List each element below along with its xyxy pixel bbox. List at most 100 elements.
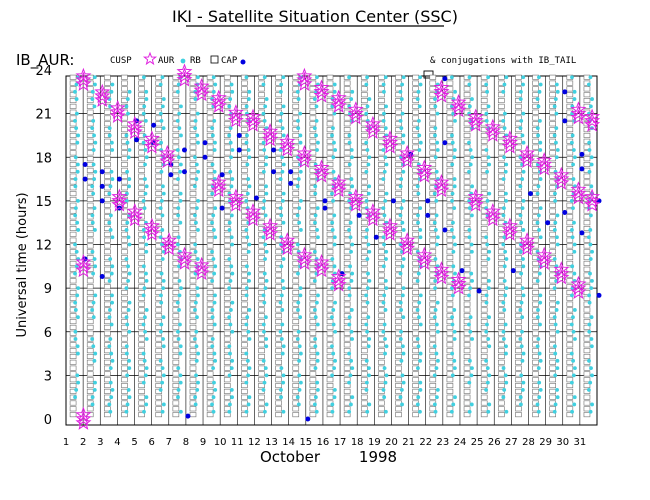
legend-cap-dot-icon bbox=[240, 59, 246, 65]
rb-square bbox=[395, 162, 402, 168]
rb-square bbox=[343, 214, 351, 220]
aur-dot bbox=[333, 358, 337, 363]
aur-dot bbox=[73, 118, 77, 123]
rb-square bbox=[429, 115, 437, 121]
aur-dot bbox=[194, 177, 199, 181]
aur-dot bbox=[261, 206, 266, 211]
aur-dot bbox=[73, 300, 78, 305]
aur-dot bbox=[279, 366, 284, 371]
rb-square bbox=[395, 196, 402, 202]
aur-dot bbox=[245, 191, 250, 196]
aur-dot bbox=[330, 133, 334, 138]
rb-square bbox=[532, 383, 539, 389]
aur-dot bbox=[90, 395, 95, 400]
aur-dot bbox=[401, 380, 406, 385]
rb-square bbox=[326, 383, 334, 389]
aur-dot bbox=[347, 293, 352, 298]
aur-dot bbox=[281, 162, 286, 167]
cusp-star-icon bbox=[111, 192, 128, 208]
rb-square bbox=[69, 132, 77, 138]
aur-dot bbox=[383, 337, 387, 341]
aur-dot bbox=[330, 409, 335, 414]
aur-dot bbox=[90, 220, 95, 225]
aur-dot bbox=[244, 409, 249, 414]
aur-dot bbox=[415, 402, 420, 407]
aur-dot bbox=[519, 220, 524, 225]
aur-dot bbox=[367, 337, 372, 341]
cusp-star bbox=[126, 202, 143, 227]
aur-dot bbox=[144, 337, 149, 341]
aur-dot bbox=[504, 351, 508, 356]
aur-dot bbox=[535, 126, 540, 131]
rb-square bbox=[480, 289, 488, 295]
rb-square bbox=[378, 383, 385, 389]
rb-square bbox=[275, 74, 282, 80]
cusp-star bbox=[570, 275, 587, 299]
rb-square bbox=[155, 220, 163, 226]
aur-dot bbox=[364, 198, 369, 203]
rb-square bbox=[258, 249, 265, 255]
aur-dot bbox=[348, 264, 352, 269]
aur-dot bbox=[247, 308, 252, 312]
aur-dot bbox=[125, 373, 130, 378]
aur-dot bbox=[313, 220, 317, 225]
aur-dot bbox=[433, 104, 438, 109]
rb-square bbox=[429, 406, 437, 412]
cusp-star bbox=[176, 246, 193, 270]
rb-square bbox=[155, 400, 163, 406]
aur-dot bbox=[553, 220, 558, 225]
rb-square bbox=[69, 342, 77, 348]
aur-dot bbox=[262, 271, 267, 276]
aur-dot bbox=[247, 184, 252, 189]
rb-square bbox=[275, 278, 282, 284]
rb-square bbox=[429, 394, 437, 400]
rb-square bbox=[480, 319, 488, 325]
rb-square bbox=[378, 202, 385, 208]
rb-square bbox=[326, 179, 334, 185]
aur-dot bbox=[432, 220, 437, 225]
cusp-star bbox=[433, 173, 450, 198]
aur-dot bbox=[449, 75, 454, 80]
aur-dot bbox=[399, 177, 404, 181]
aur-dot bbox=[450, 286, 454, 291]
cusp-star-icon bbox=[364, 210, 381, 227]
rb-square bbox=[549, 86, 556, 92]
rb-square bbox=[515, 383, 522, 389]
cusp-star-icon bbox=[109, 103, 126, 119]
aur-dot bbox=[107, 220, 112, 225]
rb-square bbox=[498, 132, 505, 138]
rb-square bbox=[241, 98, 248, 104]
rb-square bbox=[549, 121, 556, 127]
rb-square bbox=[378, 103, 385, 109]
aur-dot bbox=[76, 133, 81, 138]
rb-square bbox=[69, 196, 77, 202]
rb-square bbox=[326, 260, 334, 266]
aur-dot bbox=[211, 228, 216, 232]
aur-dot bbox=[398, 213, 403, 218]
aur-dot bbox=[295, 337, 300, 341]
aur-dot bbox=[521, 293, 526, 298]
rb-square bbox=[223, 237, 231, 243]
aur-dot bbox=[229, 388, 234, 392]
cusp-star-icon bbox=[296, 67, 313, 83]
aur-dot bbox=[193, 402, 198, 407]
aur-dot bbox=[451, 220, 455, 225]
rb-square bbox=[412, 103, 419, 109]
aur-dot bbox=[537, 213, 541, 218]
rb-square bbox=[241, 249, 248, 255]
rb-square bbox=[395, 348, 402, 354]
rb-square bbox=[206, 121, 214, 127]
rb-square bbox=[498, 353, 505, 359]
aur-dot bbox=[555, 358, 560, 363]
rb-square bbox=[326, 202, 334, 208]
aur-dot bbox=[230, 148, 235, 152]
rb-square bbox=[583, 295, 591, 301]
aur-dot bbox=[73, 329, 78, 334]
aur-dot bbox=[501, 329, 506, 334]
rb-square bbox=[104, 284, 111, 290]
rb-square bbox=[343, 289, 351, 295]
cusp-star-icon bbox=[94, 91, 111, 107]
rb-square bbox=[566, 307, 574, 313]
rb-square bbox=[360, 324, 368, 330]
rb-square bbox=[532, 115, 539, 121]
